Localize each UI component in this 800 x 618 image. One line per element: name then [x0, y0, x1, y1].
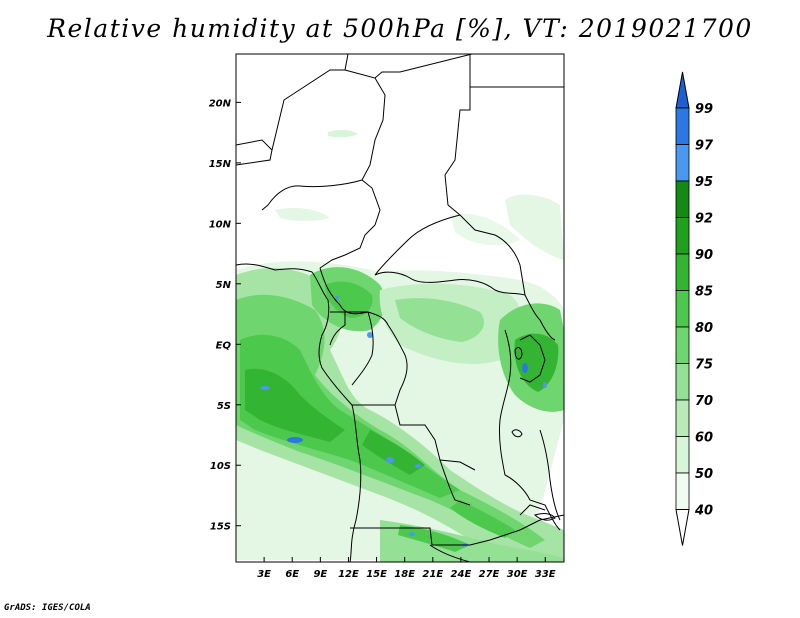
colorbar-label: 70	[695, 394, 713, 409]
map-frame	[235, 53, 565, 563]
colorbar-segment	[675, 436, 690, 474]
x-tick-label: 9E	[313, 569, 327, 580]
colorbar-label: 50	[695, 467, 713, 482]
colorbar-bottom-arrow	[675, 509, 690, 546]
grads-credit: GrADS: IGES/COLA	[4, 603, 91, 613]
country-borders	[236, 54, 564, 562]
colorbar-segment	[675, 363, 690, 401]
colorbar-segment	[675, 180, 690, 218]
humidity-field	[236, 129, 564, 562]
x-tick-label: 18E	[394, 569, 415, 580]
y-tick-label: 20N	[209, 98, 232, 109]
y-tick-label: 10N	[209, 219, 232, 230]
y-tick-label: EQ	[216, 340, 232, 351]
x-tick-label: 24E	[451, 569, 472, 580]
colorbar-label: 97	[695, 139, 714, 154]
y-tick-label: 5N	[216, 280, 232, 291]
colorbar-segment	[675, 107, 690, 145]
y-tick-label: 15S	[210, 522, 231, 533]
colorbar-segment	[675, 326, 690, 364]
x-tick-label: 6E	[285, 569, 299, 580]
colorbar-segment	[675, 253, 690, 291]
x-tick-label: 33E	[535, 569, 556, 580]
colorbar-legend: 99 97 95 92 90 85 80 75 70 60 50 40	[675, 71, 714, 546]
colorbar-label: 90	[695, 248, 713, 263]
colorbar-label: 99	[695, 102, 713, 117]
y-tick-label: 15N	[209, 159, 232, 170]
y-tick-label: 10S	[210, 461, 231, 472]
colorbar-segment	[675, 217, 690, 255]
y-tick-label: 5S	[217, 401, 231, 412]
x-tick-label: 15E	[366, 569, 387, 580]
colorbar-segment	[675, 290, 690, 328]
x-tick-label: 27E	[479, 569, 500, 580]
colorbar-label: 80	[695, 321, 713, 336]
colorbar-top-arrow	[675, 71, 690, 109]
x-tick-label: 12E	[338, 569, 359, 580]
latitude-axis: 20N 15N 10N 5N EQ 5S 10S 15S	[209, 98, 241, 533]
colorbar-label: 92	[695, 212, 713, 227]
map-title: Relative humidity at 500hPa [%], VT: 201…	[47, 14, 753, 43]
colorbar-label: 95	[695, 175, 713, 190]
colorbar-segment	[675, 472, 690, 510]
x-tick-label: 3E	[257, 569, 271, 580]
x-tick-label: 21E	[422, 569, 443, 580]
longitude-axis: 3E 6E 9E 12E 15E 18E 21E 24E 27E 30E 33E	[257, 557, 556, 580]
x-tick-label: 30E	[507, 569, 528, 580]
colorbar-label: 60	[695, 431, 713, 446]
colorbar-segment	[675, 399, 690, 437]
colorbar-label: 85	[695, 285, 713, 300]
colorbar-label: 75	[695, 358, 713, 373]
colorbar-label: 40	[694, 504, 713, 519]
colorbar-segment	[675, 144, 690, 182]
